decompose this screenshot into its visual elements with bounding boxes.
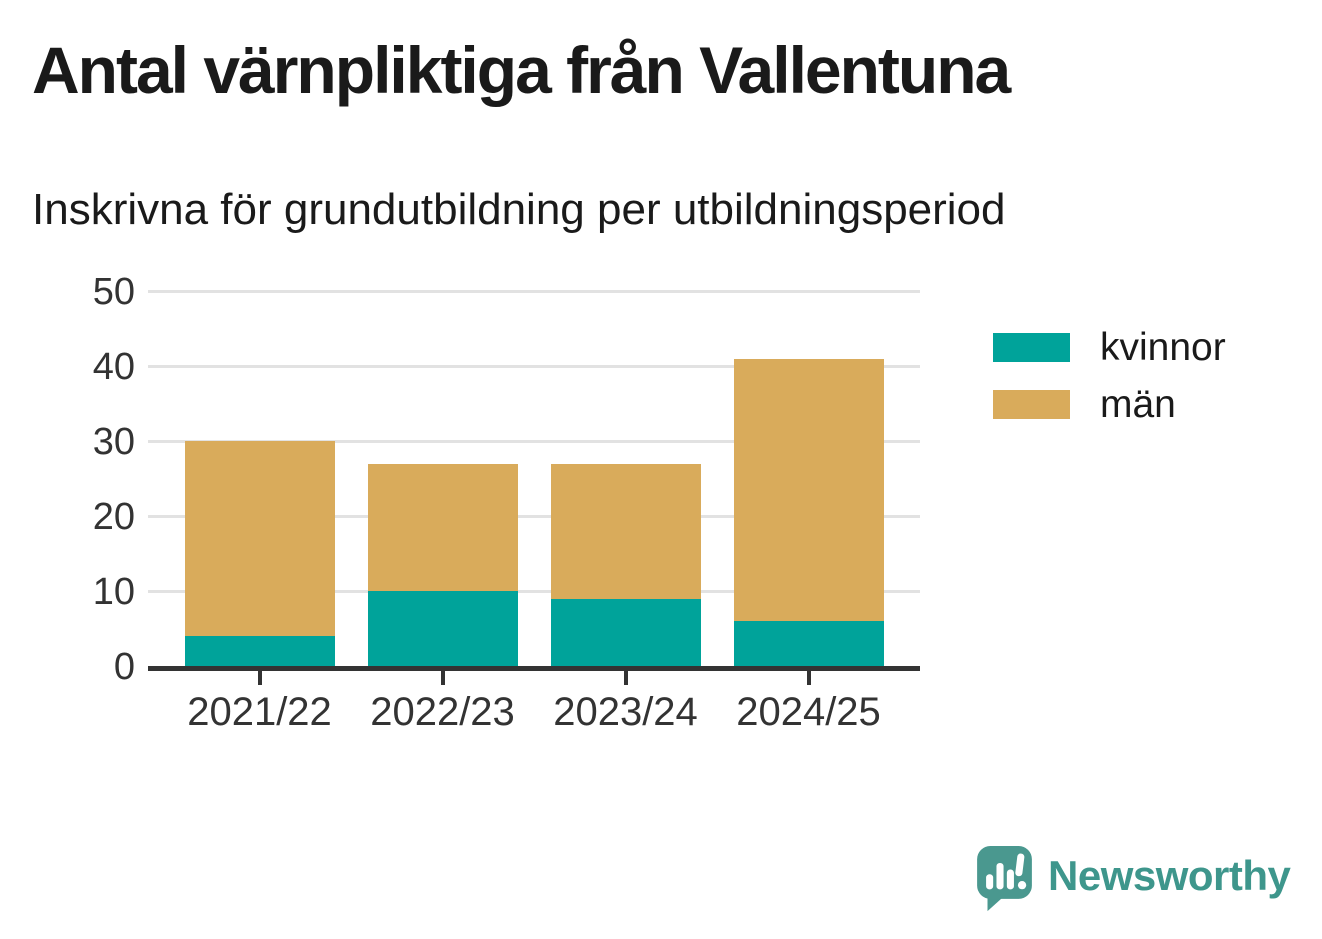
- bar-segment-kvinnor-2024/25: [733, 621, 884, 666]
- bar-segment-kvinnor-2021/22: [184, 636, 335, 666]
- brand-footer: Newsworthy: [976, 845, 1291, 913]
- y-axis-tick-label: 50: [92, 271, 135, 313]
- bar-2021/22: [184, 441, 335, 666]
- y-axis-tick-label: 40: [92, 346, 135, 388]
- legend-label-män: män: [1100, 383, 1176, 426]
- bar-segment-män-2022/23: [367, 463, 518, 591]
- plot-area: [148, 289, 920, 671]
- bar-segment-män-2023/24: [550, 463, 701, 599]
- gridline-y-10: [148, 589, 920, 593]
- gridline-y-50: [148, 289, 920, 293]
- chart-legend: kvinnor män: [993, 328, 1226, 447]
- x-axis-tick-label: 2024/25: [736, 690, 881, 734]
- legend-swatch-kvinnor: [993, 333, 1070, 362]
- bar-segment-män-2021/22: [184, 441, 335, 636]
- legend-label-kvinnor: kvinnor: [1100, 326, 1226, 369]
- bar-2024/25: [733, 358, 884, 666]
- gridline-y-20: [148, 514, 920, 518]
- bar-2022/23: [367, 463, 518, 666]
- y-axis-tick-label: 20: [92, 496, 135, 538]
- y-axis-tick-label: 10: [92, 571, 135, 613]
- y-axis-tick-label: 0: [113, 646, 135, 688]
- legend-swatch-män: [993, 390, 1070, 419]
- x-axis-tick-mark: [806, 671, 811, 685]
- legend-item-kvinnor: kvinnor: [993, 328, 1226, 367]
- newsworthy-logo-icon: [977, 845, 1032, 912]
- gridline-y-30: [148, 439, 920, 443]
- x-axis-tick-mark: [623, 671, 628, 685]
- brand-name: Newsworthy: [1048, 852, 1291, 899]
- chart-title: Antal värnpliktiga från Vallentuna: [32, 33, 1011, 107]
- x-axis-tick-mark: [440, 671, 445, 685]
- bar-2023/24: [550, 463, 701, 666]
- x-axis-tick-mark: [257, 671, 262, 685]
- x-axis-tick-label: 2022/23: [370, 690, 515, 734]
- bar-segment-kvinnor-2023/24: [550, 598, 701, 666]
- x-axis-tick-label: 2021/22: [187, 690, 332, 734]
- legend-item-män: män: [993, 385, 1226, 424]
- bar-segment-kvinnor-2022/23: [367, 591, 518, 666]
- y-axis-tick-label: 30: [92, 421, 135, 463]
- gridline-y-40: [148, 364, 920, 368]
- chart-subtitle: Inskrivna för grundutbildning per utbild…: [32, 185, 1006, 234]
- x-axis-tick-label: 2023/24: [553, 690, 698, 734]
- bar-segment-män-2024/25: [733, 358, 884, 621]
